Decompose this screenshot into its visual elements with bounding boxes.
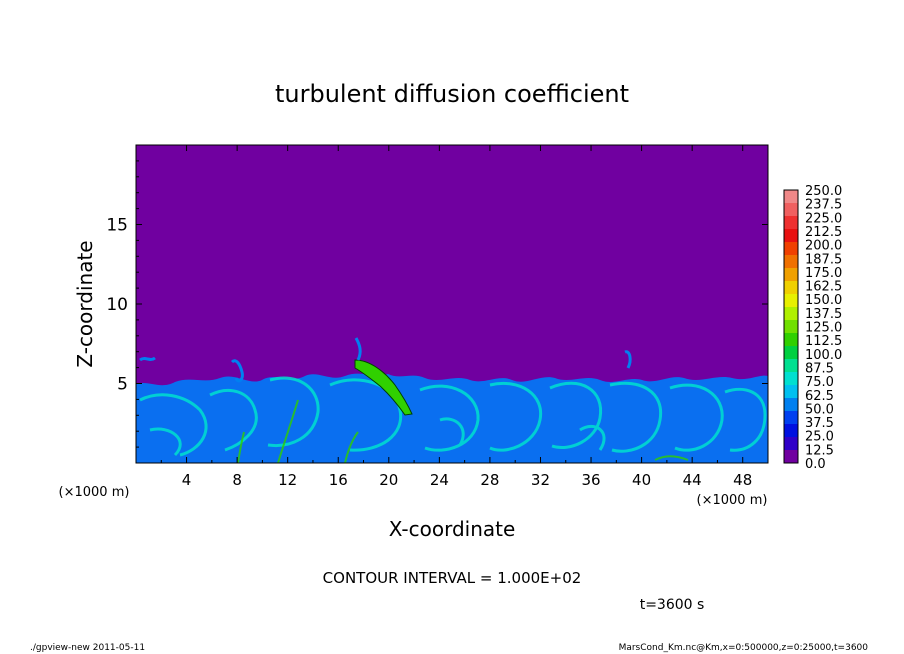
colorbar-swatch	[784, 307, 798, 321]
colorbar-swatch	[784, 385, 798, 399]
y-tick-label: 15	[106, 216, 128, 236]
colorbar-swatch	[784, 359, 798, 373]
colorbar-label: 200.0	[805, 239, 842, 254]
x-tick-label: 24	[430, 471, 449, 489]
colorbar-label: 150.0	[805, 293, 842, 308]
colorbar-swatch	[784, 216, 798, 230]
colorbar-label: 62.5	[805, 389, 834, 404]
x-axis-label: X-coordinate	[389, 517, 516, 541]
colorbar-label: 112.5	[805, 334, 842, 349]
colorbar-label: 162.5	[805, 280, 842, 295]
colorbar-label: 25.0	[805, 430, 834, 445]
x-tick-label: 44	[683, 471, 702, 489]
colorbar-swatch	[784, 229, 798, 243]
colorbar-swatch	[784, 346, 798, 360]
x-tick-label: 32	[531, 471, 550, 489]
colorbar-swatch	[784, 424, 798, 438]
x-tick-label: 40	[632, 471, 651, 489]
colorbar-swatch	[784, 203, 798, 217]
colorbar-swatch	[784, 255, 798, 269]
footer-right: MarsCond_Km.nc@Km,x=0:500000,z=0:25000,t…	[619, 643, 869, 653]
colorbar-label: 37.5	[805, 416, 834, 431]
colorbar-label: 250.0	[805, 184, 842, 199]
colorbar-label: 225.0	[805, 211, 842, 226]
colorbar-swatch	[784, 411, 798, 425]
chart-title: turbulent diffusion coefficient	[275, 80, 629, 108]
y-axis-label: Z-coordinate	[73, 240, 97, 367]
x-tick-label: 8	[232, 471, 242, 489]
contour-interval-text: CONTOUR INTERVAL = 1.000E+02	[323, 569, 582, 587]
colorbar-label: 100.0	[805, 348, 842, 363]
colorbar-frame	[783, 189, 799, 464]
colorbar-label: 0.0	[805, 457, 826, 472]
x-tick-label: 36	[581, 471, 600, 489]
colorbar-swatch	[784, 190, 798, 204]
colorbar: 250.0237.5225.0212.5200.0187.5175.0162.5…	[783, 184, 842, 472]
y-tick-label: 10	[106, 295, 128, 315]
y-tick-label: 5	[117, 375, 128, 395]
colorbar-label: 137.5	[805, 307, 842, 322]
x-tick-label: 48	[733, 471, 752, 489]
colorbar-swatch	[784, 372, 798, 386]
colorbar-swatch	[784, 450, 798, 464]
colorbar-swatch	[784, 268, 798, 282]
colorbar-label: 87.5	[805, 361, 834, 376]
colorbar-label: 125.0	[805, 321, 842, 336]
colorbar-label: 212.5	[805, 225, 842, 240]
colorbar-swatch	[784, 437, 798, 451]
plume	[354, 359, 413, 416]
colorbar-label: 237.5	[805, 198, 842, 213]
x-tick-label: 16	[329, 471, 348, 489]
colorbar-swatch	[784, 294, 798, 308]
time-label: t=3600 s	[640, 597, 705, 613]
colorbar-label: 12.5	[805, 443, 834, 458]
x-tick-label: 12	[278, 471, 297, 489]
x-axis: 4 8 12 16 20 24 28 32 36 40 44 48	[160, 145, 752, 489]
colorbar-swatch	[784, 333, 798, 347]
turbulent-layer	[136, 337, 768, 463]
colorbar-label: 75.0	[805, 375, 834, 390]
x-tick-label: 28	[480, 471, 499, 489]
y-axis: 5 10 15	[106, 160, 768, 448]
colorbar-label: 187.5	[805, 252, 842, 267]
colorbar-swatch	[784, 281, 798, 295]
x-unit-label: (×1000 m)	[697, 493, 768, 508]
colorbar-swatch	[784, 242, 798, 256]
colorbar-swatch	[784, 320, 798, 334]
colorbar-label: 50.0	[805, 402, 834, 417]
colorbar-label: 175.0	[805, 266, 842, 281]
colorbar-swatch	[784, 398, 798, 412]
x-tick-label: 4	[182, 471, 192, 489]
x-tick-label: 20	[379, 471, 398, 489]
footer-left: ./gpview-new 2011-05-11	[30, 643, 145, 653]
y-unit-label: (×1000 m)	[59, 485, 130, 500]
